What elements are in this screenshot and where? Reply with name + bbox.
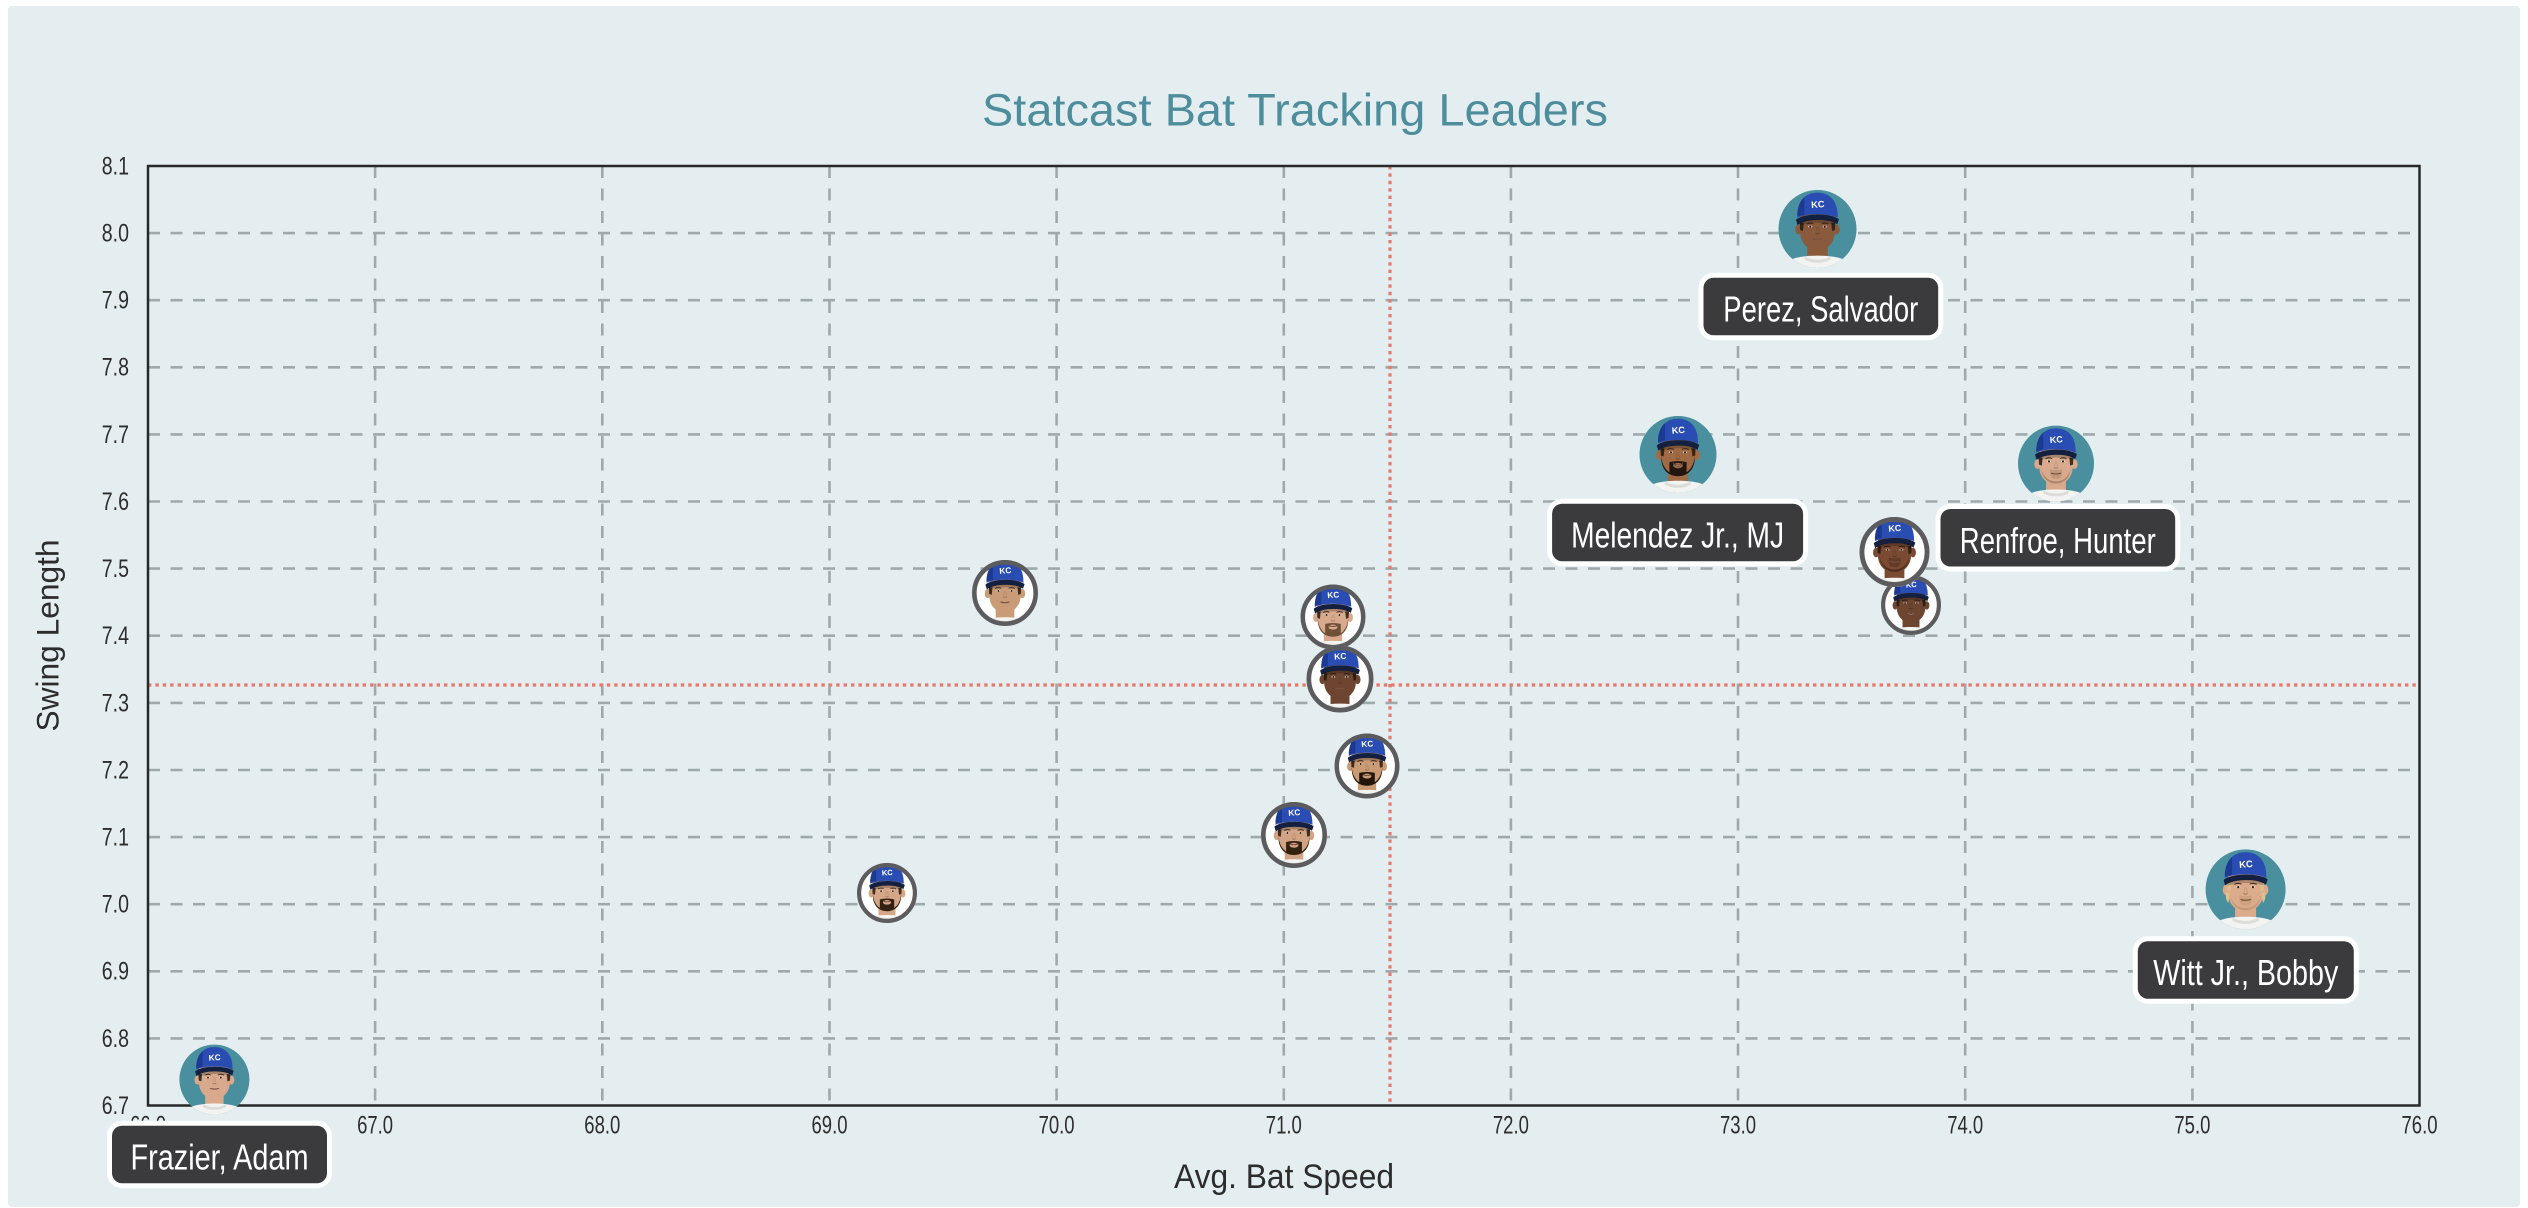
svg-text:7.9: 7.9 xyxy=(102,287,129,315)
svg-text:7.4: 7.4 xyxy=(102,622,129,650)
svg-text:8.1: 8.1 xyxy=(102,152,129,180)
svg-text:71.0: 71.0 xyxy=(1266,1112,1302,1140)
svg-text:Renfroe, Hunter: Renfroe, Hunter xyxy=(1960,520,2156,561)
svg-text:7.3: 7.3 xyxy=(102,689,129,717)
svg-text:Avg. Bat Speed: Avg. Bat Speed xyxy=(1174,1158,1394,1196)
svg-text:KC: KC xyxy=(1811,199,1825,210)
svg-text:7.7: 7.7 xyxy=(102,421,129,449)
svg-text:7.0: 7.0 xyxy=(102,891,129,919)
svg-text:KC: KC xyxy=(1888,523,1902,534)
svg-text:Statcast Bat Tracking Leaders: Statcast Bat Tracking Leaders xyxy=(982,85,1608,136)
svg-text:KC: KC xyxy=(2239,859,2254,871)
svg-text:6.7: 6.7 xyxy=(102,1092,129,1120)
svg-text:7.8: 7.8 xyxy=(102,354,129,382)
svg-text:6.8: 6.8 xyxy=(102,1025,129,1053)
svg-text:KC: KC xyxy=(1334,651,1347,662)
svg-text:Perez, Salvador: Perez, Salvador xyxy=(1723,289,1918,330)
svg-text:73.0: 73.0 xyxy=(1720,1112,1756,1140)
svg-text:74.0: 74.0 xyxy=(1947,1112,1983,1140)
svg-text:7.6: 7.6 xyxy=(102,488,129,516)
svg-text:70.0: 70.0 xyxy=(1039,1112,1075,1140)
svg-text:Melendez Jr., MJ: Melendez Jr., MJ xyxy=(1571,515,1784,556)
svg-text:67.0: 67.0 xyxy=(357,1112,393,1140)
svg-text:76.0: 76.0 xyxy=(2402,1112,2438,1140)
svg-text:7.2: 7.2 xyxy=(102,756,129,784)
svg-text:KC: KC xyxy=(2049,434,2063,445)
svg-text:KC: KC xyxy=(1327,590,1340,600)
svg-text:KC: KC xyxy=(208,1053,221,1063)
svg-text:KC: KC xyxy=(1288,807,1301,818)
svg-text:7.5: 7.5 xyxy=(102,555,129,583)
svg-text:Swing Length: Swing Length xyxy=(29,539,65,731)
svg-text:68.0: 68.0 xyxy=(584,1112,620,1140)
svg-text:7.1: 7.1 xyxy=(102,824,129,852)
svg-text:Frazier, Adam: Frazier, Adam xyxy=(131,1137,309,1178)
svg-text:6.9: 6.9 xyxy=(102,958,129,986)
svg-text:Witt Jr., Bobby: Witt Jr., Bobby xyxy=(2153,952,2339,993)
svg-text:72.0: 72.0 xyxy=(1493,1112,1529,1140)
svg-text:75.0: 75.0 xyxy=(2174,1112,2210,1140)
svg-text:KC: KC xyxy=(1905,580,1917,590)
svg-text:KC: KC xyxy=(881,868,893,878)
svg-text:KC: KC xyxy=(1361,739,1374,749)
svg-text:KC: KC xyxy=(999,565,1012,576)
svg-text:KC: KC xyxy=(1671,425,1685,436)
svg-text:69.0: 69.0 xyxy=(812,1112,848,1140)
svg-text:8.0: 8.0 xyxy=(102,220,129,248)
